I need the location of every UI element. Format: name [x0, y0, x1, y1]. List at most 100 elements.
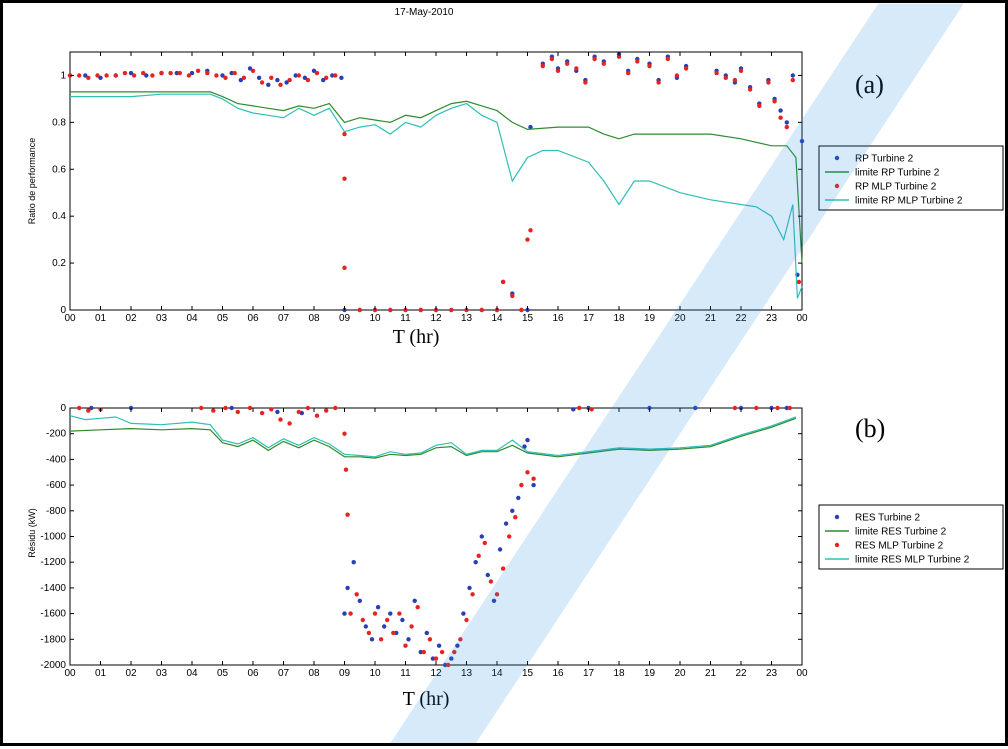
x-tick-label: 08	[308, 313, 320, 324]
data-point-a-2-67	[738, 68, 744, 74]
data-point-a-2-45	[519, 307, 524, 313]
x-tick-label: 01	[95, 668, 107, 679]
data-point-b-2-19	[345, 512, 350, 517]
data-point-a-2-43	[500, 279, 506, 285]
data-point-b-2-16	[333, 405, 338, 411]
data-point-b-0-29	[485, 572, 490, 578]
data-point-a-0-23	[339, 75, 344, 81]
panel-b-ticks: 00 01 02 03 04 05 06 07 08 09 10 11 12 13 14 15 16 17 18 19…	[40, 403, 808, 679]
x-tick-label: 10	[369, 313, 381, 324]
y-tick-label: 0.8	[52, 117, 66, 128]
x-tick-label: 17	[583, 313, 595, 324]
data-point-a-0-13	[247, 66, 253, 71]
data-point-a-2-19	[241, 75, 247, 81]
x-tick-label: 02	[125, 313, 137, 324]
data-point-a-0-1	[83, 73, 88, 78]
data-point-b-2-5	[223, 405, 228, 411]
data-point-b-0-5	[342, 611, 347, 616]
data-point-a-2-59	[647, 63, 652, 69]
x-tick-label: 13	[461, 313, 473, 324]
data-point-a-2-63	[683, 66, 689, 71]
x-tick-label: 17	[583, 668, 595, 679]
data-point-a-2-39	[449, 307, 454, 313]
y-tick-label: 0	[60, 305, 66, 316]
series-line-a-3	[70, 93, 803, 299]
data-point-a-2-48	[540, 63, 545, 69]
x-tick-label: 18	[613, 668, 625, 679]
x-tick-label: 04	[186, 668, 198, 679]
data-point-b-2-28	[397, 611, 402, 616]
data-point-a-0-20	[311, 68, 317, 74]
y-tick-label: 0.6	[52, 164, 66, 175]
x-tick-label: 07	[278, 313, 290, 324]
data-point-b-0-12	[382, 624, 387, 629]
data-point-a-2-44	[510, 293, 515, 299]
data-point-a-2-51	[565, 61, 570, 66]
data-point-a-2-4	[104, 73, 109, 78]
y-tick-label: 0	[60, 403, 66, 414]
data-point-a-2-66	[732, 77, 738, 83]
data-point-b-2-7	[247, 405, 253, 411]
x-tick-label: 11	[400, 313, 411, 324]
data-point-b-2-46	[507, 534, 512, 539]
data-point-a-0-15	[266, 82, 271, 88]
data-point-b-2-39	[464, 617, 469, 623]
data-point-a-2-9	[150, 73, 155, 78]
data-point-b-0-25	[461, 611, 466, 616]
data-point-b-2-48	[519, 482, 524, 488]
x-tick-label: 09	[339, 668, 351, 679]
data-point-a-2-74	[790, 77, 795, 83]
data-point-b-2-20	[348, 611, 353, 616]
data-point-b-0-37	[531, 482, 536, 488]
x-tick-label: 18	[613, 313, 625, 324]
y-tick-label: -2000	[40, 660, 66, 671]
legend-entry-label: limite RES MLP Turbine 2	[855, 555, 970, 566]
data-point-b-2-6	[235, 409, 240, 415]
panel-b-label: (b)	[855, 414, 885, 443]
data-point-b-2-11	[287, 421, 292, 426]
x-tick-label: 04	[186, 313, 198, 324]
data-point-a-0-4	[128, 70, 134, 76]
data-point-b-0-9	[363, 624, 368, 629]
data-point-a-2-31	[342, 176, 347, 181]
panel-b: 00 01 02 03 04 05 06 07 08 09 10 11 12 13 14 15 16 17 18 19…	[27, 403, 1004, 710]
data-point-b-2-1	[86, 408, 91, 413]
x-tick-label: 03	[156, 313, 168, 324]
data-point-b-0-20	[430, 656, 436, 661]
data-point-b-0-26	[467, 585, 472, 591]
legend-entry-label: RP MLP Turbine 2	[855, 182, 937, 193]
data-point-b-2-30	[409, 624, 414, 629]
data-point-b-2-40	[470, 592, 475, 597]
data-point-a-2-27	[314, 70, 320, 76]
data-point-b-2-4	[211, 408, 216, 413]
x-tick-label: 19	[644, 313, 656, 324]
data-point-a-2-47	[528, 228, 533, 233]
data-point-a-2-23	[278, 82, 283, 88]
data-point-b-0-17	[412, 598, 417, 603]
panel-a-axes	[69, 51, 803, 311]
data-point-b-2-9	[269, 407, 274, 412]
y-tick-label: -1800	[40, 634, 66, 645]
data-point-a-2-17	[223, 75, 228, 81]
y-tick-label: -400	[46, 454, 66, 465]
data-point-a-2-53	[583, 80, 588, 85]
data-point-a-0-19	[302, 75, 308, 81]
x-tick-label: 02	[125, 668, 137, 679]
x-tick-label: 00	[796, 313, 808, 324]
data-point-a-0-64	[778, 108, 783, 113]
data-point-b-0-28	[479, 534, 484, 539]
data-point-a-2-10	[159, 70, 164, 76]
data-point-b-2-37	[452, 649, 457, 655]
x-tick-label: 10	[369, 668, 381, 679]
panel-b-legend-box	[818, 504, 1004, 570]
data-point-b-2-41	[476, 553, 481, 558]
data-point-b-0-6	[345, 585, 350, 591]
data-point-b-0-27	[473, 560, 478, 565]
data-point-a-2-24	[287, 77, 292, 83]
panel-b-xlabel: T (hr)	[403, 688, 450, 710]
data-point-a-2-64	[714, 70, 719, 76]
x-tick-label: 07	[278, 668, 290, 679]
data-point-b-2-38	[458, 637, 463, 642]
x-tick-label: 15	[522, 313, 534, 324]
